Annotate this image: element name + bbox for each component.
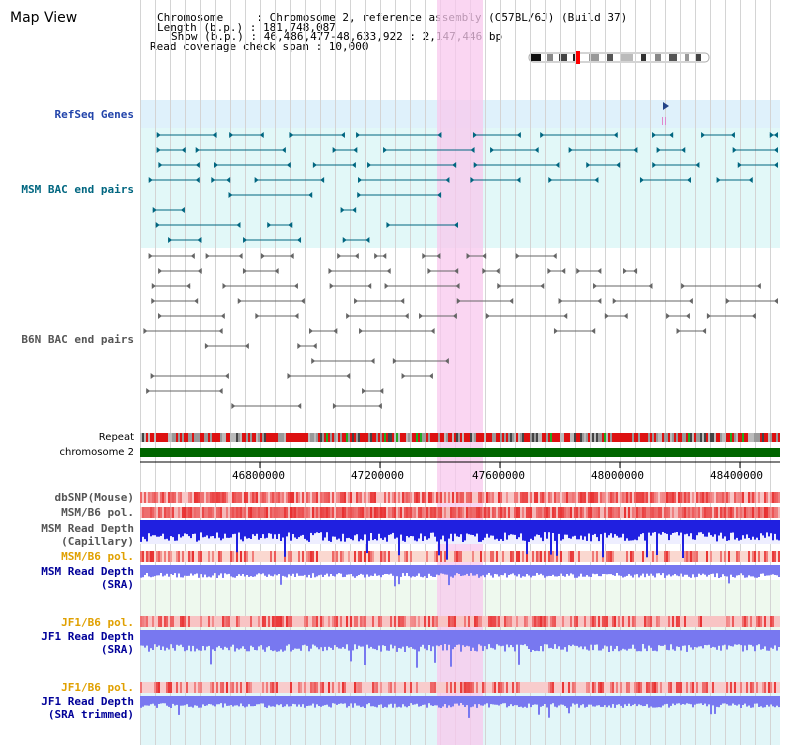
axis-tick-label: 48000000 — [591, 469, 644, 482]
axis-tick-label: 46800000 — [232, 469, 285, 482]
track-label-jf1-depth-trim[interactable]: JF1 Read Depth — [41, 695, 134, 708]
track-label-jf1-depth-sra-sub: (SRA) — [100, 643, 134, 656]
track-label-msm-depth-sra[interactable]: MSM Read Depth — [41, 565, 134, 578]
page-title: Map View — [10, 10, 78, 26]
track-label-msm-depth-sra-sub: (SRA) — [100, 578, 134, 591]
axis-tick-label: 47200000 — [351, 469, 404, 482]
track-label-repeat[interactable]: Repeat — [98, 432, 134, 443]
chromosome-bar[interactable] — [140, 448, 780, 457]
track-label-jf1-depth-sra[interactable]: JF1 Read Depth — [41, 630, 134, 643]
feature-glyphs — [143, 102, 778, 409]
position-axis — [140, 461, 780, 468]
read-depth-tracks[interactable] — [140, 520, 780, 718]
track-label-msm-b6-pol-2[interactable]: MSM/B6 pol. — [61, 550, 134, 563]
track-label-dbsnp[interactable]: dbSNP(Mouse) — [54, 491, 134, 504]
track-label-jf1-b6-pol-2[interactable]: JF1/B6 pol. — [61, 681, 134, 694]
length-info: Length (b.p.) : 181,748,087 — [157, 21, 336, 34]
axis-tick-label: 47600000 — [472, 469, 525, 482]
track-label-chromosome[interactable]: chromosome 2 — [59, 447, 134, 458]
ideogram-position-marker — [576, 51, 580, 64]
track-label-jf1-depth-trim-sub: (SRA trimmed) — [47, 708, 134, 721]
track-label-msm-depth-capillary[interactable]: MSM Read Depth — [41, 522, 134, 535]
coverage-span-info: Read coverage check span : 10,000 — [150, 40, 369, 53]
track-label-msm-bac[interactable]: MSM BAC end pairs — [21, 183, 134, 196]
track-label-msm-b6-pol[interactable]: MSM/B6 pol. — [61, 506, 134, 519]
chromosome-ideogram[interactable] — [528, 51, 712, 65]
repeat-track[interactable] — [140, 433, 780, 442]
axis-tick-label: 48400000 — [710, 469, 763, 482]
track-label-refseq[interactable]: RefSeq Genes — [54, 108, 134, 121]
track-label-jf1-b6-pol[interactable]: JF1/B6 pol. — [61, 616, 134, 629]
track-label-b6n-bac[interactable]: B6N BAC end pairs — [21, 333, 134, 346]
track-label-msm-depth-capillary-sub: (Capillary) — [61, 535, 134, 548]
heatmap-tracks[interactable] — [140, 492, 780, 693]
